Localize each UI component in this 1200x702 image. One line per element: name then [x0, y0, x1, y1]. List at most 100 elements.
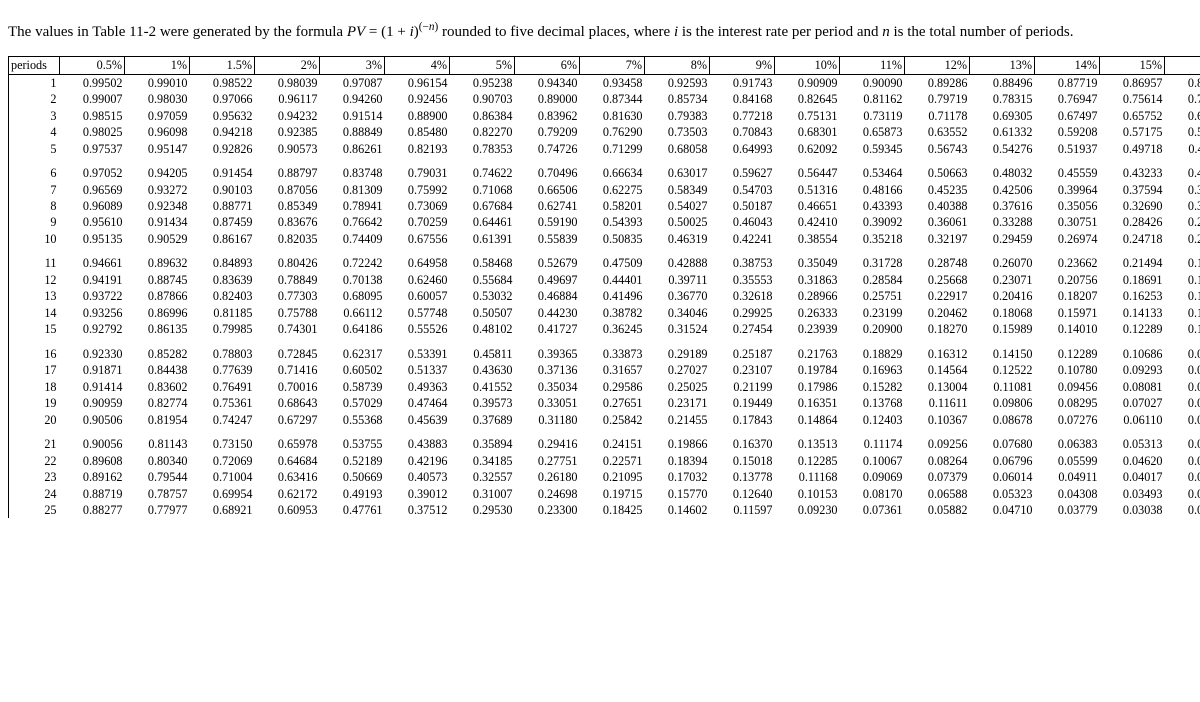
value-cell: 0.87719 — [1035, 74, 1100, 91]
value-cell: 0.39711 — [645, 272, 710, 288]
value-cell: 0.94218 — [190, 124, 255, 140]
table-row: 40.980250.960980.942180.923850.888490.85… — [9, 124, 1200, 140]
value-cell: 0.14133 — [1100, 305, 1165, 321]
table-row: 170.918710.844380.776390.714160.605020.5… — [9, 362, 1200, 378]
value-cell: 0.04308 — [1035, 486, 1100, 502]
value-cell: 0.91871 — [60, 362, 125, 378]
value-cell: 0.10067 — [840, 453, 905, 469]
period-cell: 15 — [9, 321, 60, 337]
value-cell: 0.31180 — [515, 412, 580, 428]
value-cell: 0.81185 — [190, 305, 255, 321]
value-cell: 0.35034 — [515, 379, 580, 395]
value-cell: 0.25025 — [645, 379, 710, 395]
period-cell: 9 — [9, 214, 60, 230]
value-cell: 0.84168 — [710, 91, 775, 107]
value-cell: 0.73150 — [190, 428, 255, 452]
value-cell: 0.78941 — [320, 198, 385, 214]
rate-header: 9% — [710, 57, 775, 74]
value-cell: 0.70016 — [255, 379, 320, 395]
value-cell: 0.57175 — [1100, 124, 1165, 140]
value-cell: 0.04620 — [1100, 453, 1165, 469]
value-cell: 0.23199 — [840, 305, 905, 321]
rate-header: 8% — [645, 57, 710, 74]
rate-header: 5% — [450, 57, 515, 74]
value-cell: 0.87056 — [255, 182, 320, 198]
value-cell: 0.39964 — [1035, 182, 1100, 198]
value-cell: 0.58349 — [645, 182, 710, 198]
value-cell: 0.79719 — [905, 91, 970, 107]
table-row: 20.990070.980300.970660.961170.942600.92… — [9, 91, 1200, 107]
value-cell: 0.88900 — [385, 108, 450, 124]
value-cell: 0.42241 — [710, 231, 775, 247]
value-cell: 0.28748 — [905, 247, 970, 271]
value-cell: 0.21455 — [645, 412, 710, 428]
value-cell: 0.29459 — [970, 231, 1035, 247]
value-cell: 0.12522 — [970, 362, 1035, 378]
value-cell: 0.71178 — [905, 108, 970, 124]
value-cell: 0.37512 — [385, 502, 450, 518]
value-cell: 0.15018 — [710, 453, 775, 469]
value-cell: 0.27454 — [710, 321, 775, 337]
value-cell: 0.34185 — [450, 453, 515, 469]
value-cell: 0.17843 — [710, 412, 775, 428]
value-cell: 0.60953 — [255, 502, 320, 518]
value-cell: 0.06914 — [1165, 379, 1200, 395]
value-cell: 0.32618 — [710, 288, 775, 304]
value-cell: 0.50663 — [905, 157, 970, 181]
value-cell: 0.09456 — [1035, 379, 1100, 395]
value-cell: 0.23939 — [775, 321, 840, 337]
value-cell: 0.78353 — [450, 141, 515, 157]
value-cell: 0.29925 — [710, 305, 775, 321]
value-cell: 0.66634 — [580, 157, 645, 181]
value-cell: 0.99502 — [60, 74, 125, 91]
value-cell: 0.11168 — [775, 469, 840, 485]
value-cell: 0.70138 — [320, 272, 385, 288]
value-cell: 0.07361 — [840, 502, 905, 518]
table-row: 70.965690.932720.901030.870560.813090.75… — [9, 182, 1200, 198]
value-cell: 0.26333 — [775, 305, 840, 321]
value-cell: 0.97059 — [125, 108, 190, 124]
value-cell: 0.86135 — [125, 321, 190, 337]
value-cell: 0.70843 — [710, 124, 775, 140]
value-cell: 0.14602 — [645, 502, 710, 518]
value-cell: 0.19866 — [645, 428, 710, 452]
value-cell: 0.64958 — [385, 247, 450, 271]
value-cell: 0.19542 — [1165, 247, 1200, 271]
rate-header: 0.5% — [60, 57, 125, 74]
value-cell: 0.94205 — [125, 157, 190, 181]
rate-header: 15% — [1100, 57, 1165, 74]
value-cell: 0.95147 — [125, 141, 190, 157]
value-cell: 0.88745 — [125, 272, 190, 288]
value-cell: 0.32690 — [1100, 198, 1165, 214]
value-cell: 0.05323 — [970, 486, 1035, 502]
value-cell: 0.46043 — [710, 214, 775, 230]
value-cell: 0.28426 — [1100, 214, 1165, 230]
table-row: 130.937220.878660.824030.773030.680950.6… — [9, 288, 1200, 304]
value-cell: 0.68058 — [645, 141, 710, 157]
value-cell: 0.94232 — [255, 108, 320, 124]
value-cell: 0.89632 — [125, 247, 190, 271]
value-cell: 0.83602 — [125, 379, 190, 395]
value-cell: 0.26295 — [1165, 214, 1200, 230]
value-cell: 0.91514 — [320, 108, 385, 124]
table-row: 150.927920.861350.799850.743010.641860.5… — [9, 321, 1200, 337]
value-cell: 0.13004 — [905, 379, 970, 395]
value-cell: 0.68301 — [775, 124, 840, 140]
value-cell: 0.82035 — [255, 231, 320, 247]
value-cell: 0.55839 — [515, 231, 580, 247]
value-cell: 0.89286 — [905, 74, 970, 91]
value-cell: 0.19449 — [710, 395, 775, 411]
value-cell: 0.71416 — [255, 362, 320, 378]
value-cell: 0.22917 — [905, 288, 970, 304]
value-cell: 0.74409 — [320, 231, 385, 247]
value-cell: 0.07680 — [970, 428, 1035, 452]
value-cell: 0.95632 — [190, 108, 255, 124]
table-row: 240.887190.787570.699540.621720.491930.3… — [9, 486, 1200, 502]
table-row: 30.985150.970590.956320.942320.915140.88… — [9, 108, 1200, 124]
value-cell: 0.90529 — [125, 231, 190, 247]
value-cell: 0.70496 — [515, 157, 580, 181]
value-cell: 0.39012 — [385, 486, 450, 502]
value-cell: 0.06796 — [970, 453, 1035, 469]
value-cell: 0.86261 — [320, 141, 385, 157]
value-cell: 0.47464 — [385, 395, 450, 411]
